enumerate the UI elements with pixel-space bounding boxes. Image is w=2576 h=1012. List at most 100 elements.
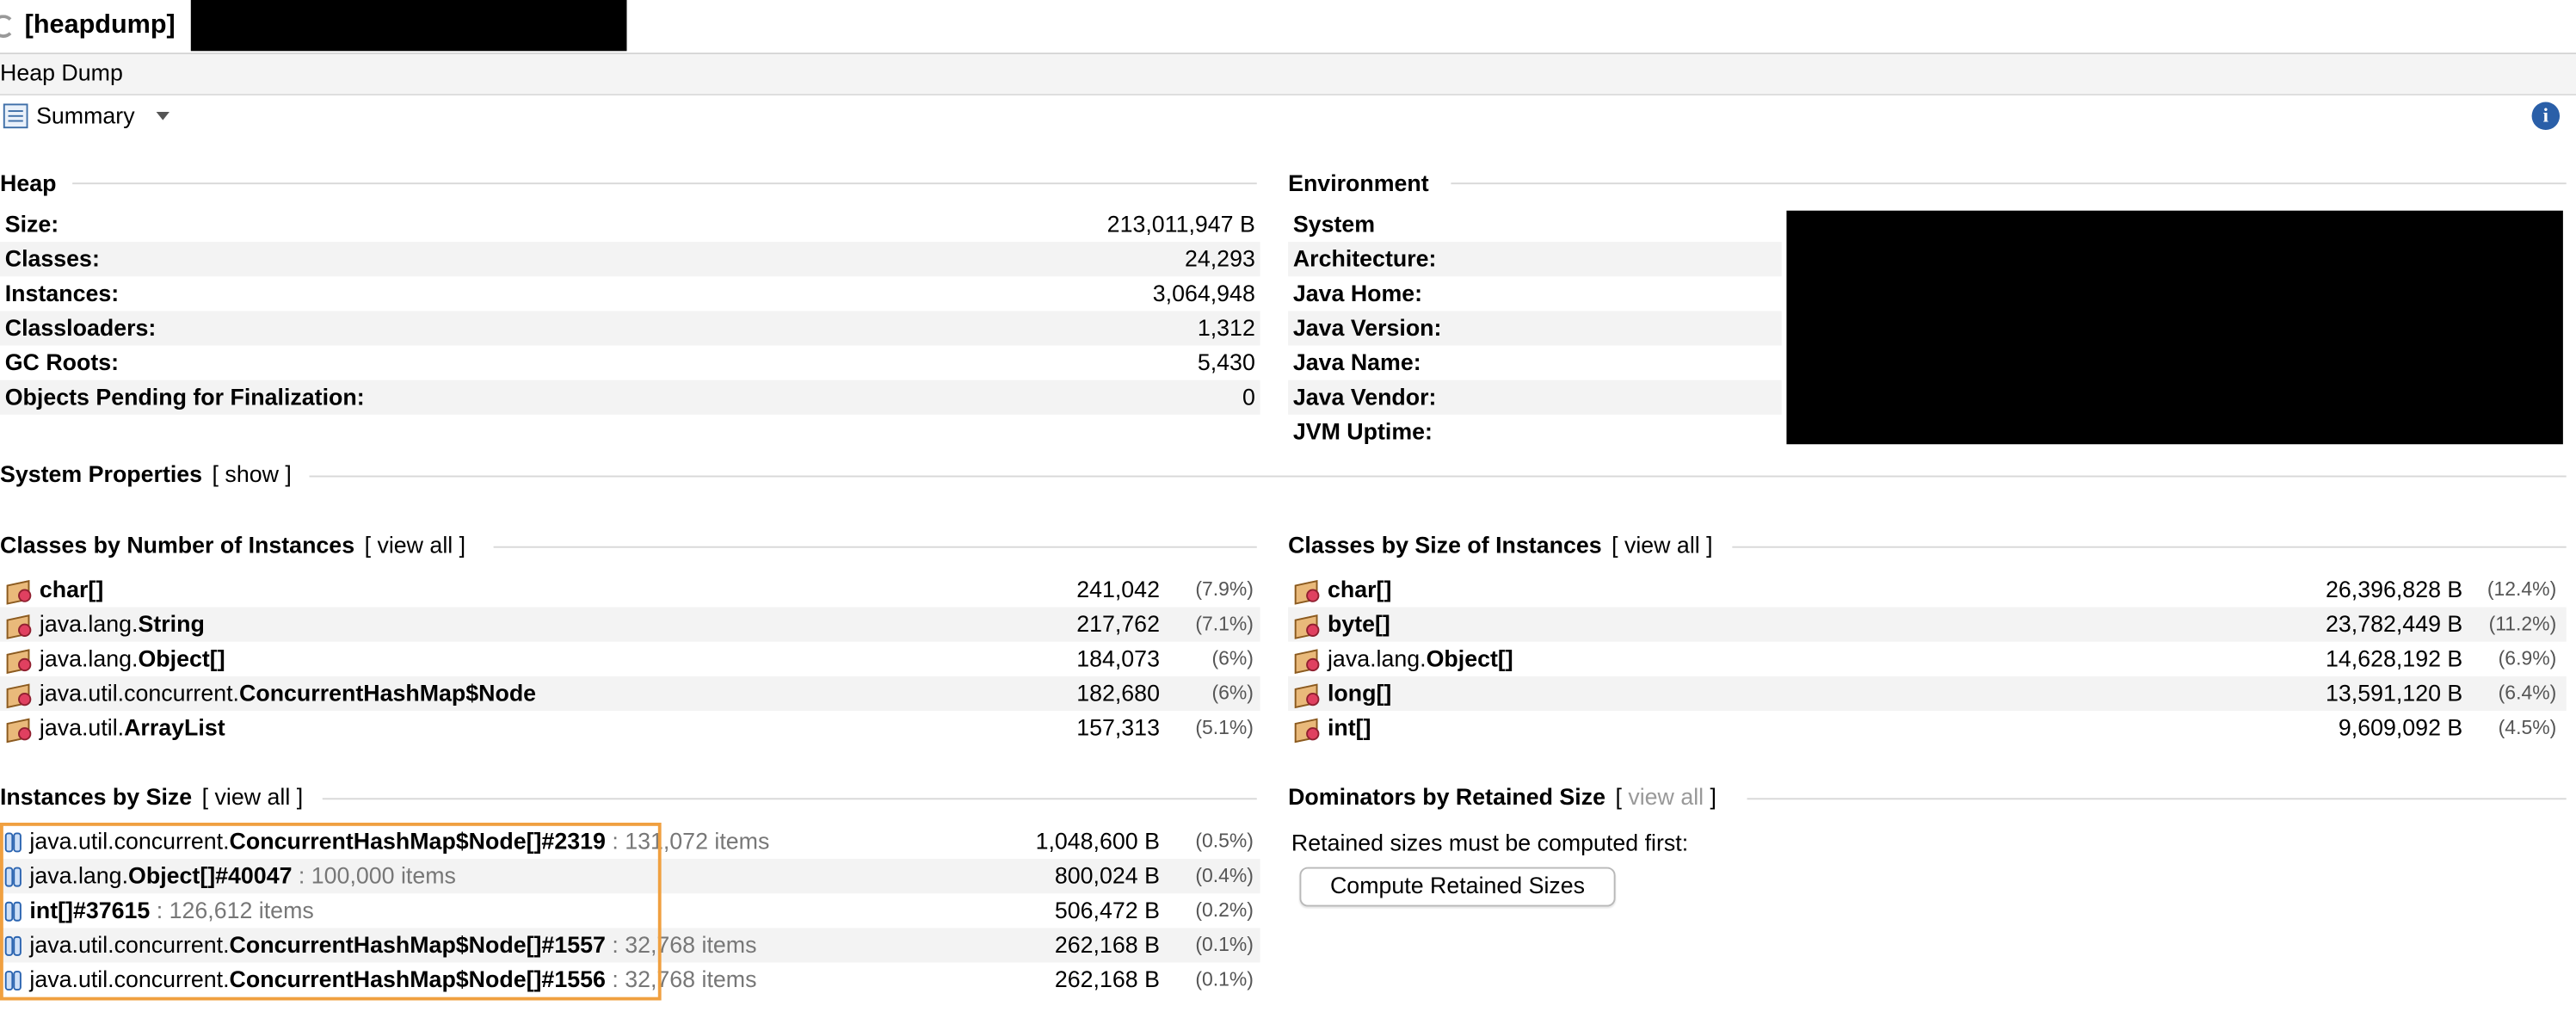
instance-percent: (7.9%): [1195, 577, 1254, 601]
environment-row-label: Java Vendor:: [1292, 383, 1437, 410]
environment-row: Java Home:: [1288, 276, 1782, 311]
classes-by-size-section-title: Classes by Size of Instances [ view all …: [1288, 532, 1713, 558]
size-percent: (11.2%): [2488, 612, 2557, 636]
heapdump-tab[interactable]: [heapdump]: [0, 0, 176, 51]
classes-by-count-section-title: Classes by Number of Instances [ view al…: [0, 532, 465, 558]
size-percent: (12.4%): [2487, 577, 2557, 601]
heap-row-label: GC Roots:: [4, 349, 120, 375]
environment-row-label: JVM Uptime:: [1292, 417, 1433, 445]
instance-size-percent: (0.1%): [1195, 967, 1254, 991]
instance-name-link[interactable]: java.lang.Object[]#40047 : 100,000 items: [29, 861, 456, 889]
classes-by-size-view-all-link[interactable]: [ view all ]: [1612, 531, 1713, 558]
class-name-link[interactable]: byte[]: [1327, 610, 1390, 637]
heap-row: Classloaders: 1,312: [0, 311, 1260, 346]
environment-row: System: [1288, 207, 1782, 242]
array-instance-icon: [4, 901, 22, 922]
instance-name-link[interactable]: java.util.concurrent.ConcurrentHashMap$N…: [29, 931, 757, 958]
environment-row-label: Architecture:: [1292, 244, 1437, 272]
environment-section-title: Environment: [1288, 170, 1429, 196]
class-icon: [1293, 716, 1320, 741]
class-name-link[interactable]: java.lang.String: [39, 610, 205, 637]
class-name-link[interactable]: int[]: [1327, 713, 1371, 741]
heap-row-value: 5,430: [1197, 349, 1255, 375]
instance-row[interactable]: java.util.concurrent.ConcurrentHashMap$N…: [0, 963, 1260, 997]
class-icon: [5, 577, 32, 602]
instance-size: 262,168 B: [1054, 966, 1160, 992]
class-row[interactable]: long[] 13,591,120 B (6.4%): [1288, 676, 2567, 711]
class-name-link[interactable]: java.lang.Object[]: [1327, 645, 1513, 672]
class-row[interactable]: char[] 26,396,828 B (12.4%): [1288, 572, 2567, 607]
chevron-down-icon: [156, 111, 169, 120]
heap-row-value: 1,312: [1197, 314, 1255, 341]
summary-view-icon: [3, 102, 28, 128]
class-name-link[interactable]: char[]: [39, 576, 104, 602]
instance-name-link[interactable]: java.util.concurrent.ConcurrentHashMap$N…: [29, 966, 757, 992]
class-row[interactable]: java.util.ArrayList 157,313 (5.1%): [0, 711, 1260, 745]
dominators-section-title: Dominators by Retained Size [ view all ]: [1288, 783, 1716, 810]
instances-size: 9,609,092 B: [2338, 713, 2463, 741]
heap-row: Classes: 24,293: [0, 242, 1260, 277]
instance-name-link[interactable]: java.util.concurrent.ConcurrentHashMap$N…: [29, 827, 770, 855]
instances-by-size-view-all-link[interactable]: [ view all ]: [201, 783, 304, 810]
environment-row: Java Name:: [1288, 346, 1782, 380]
instance-row[interactable]: java.util.concurrent.ConcurrentHashMap$N…: [0, 824, 1260, 859]
dominators-view-all-link: [ view all ]: [1615, 783, 1716, 810]
environment-row: Java Version:: [1288, 311, 1782, 346]
tab-title: [heapdump]: [24, 10, 176, 39]
compute-retained-sizes-button[interactable]: Compute Retained Sizes: [1299, 867, 1616, 907]
array-instance-icon: [4, 832, 22, 853]
instance-count: 241,042: [1076, 576, 1160, 602]
instance-size: 506,472 B: [1054, 897, 1160, 923]
class-name-link[interactable]: java.util.concurrent.ConcurrentHashMap$N…: [39, 679, 537, 707]
instance-row[interactable]: java.lang.Object[]#40047 : 100,000 items…: [0, 859, 1260, 894]
classes-by-size-title: Classes by Size of Instances: [1288, 531, 1602, 558]
instance-size-percent: (0.2%): [1195, 898, 1254, 922]
heap-row-label: Size:: [4, 210, 59, 238]
instance-count: 182,680: [1076, 679, 1160, 707]
class-row[interactable]: byte[] 23,782,449 B (11.2%): [1288, 607, 2567, 642]
dominators-title: Dominators by Retained Size: [1288, 783, 1605, 810]
instance-percent: (6%): [1211, 646, 1254, 670]
class-row[interactable]: int[] 9,609,092 B (4.5%): [1288, 711, 2567, 745]
class-name-link[interactable]: java.util.ArrayList: [39, 713, 225, 741]
heap-row-value: 24,293: [1184, 244, 1255, 272]
instance-row[interactable]: java.util.concurrent.ConcurrentHashMap$N…: [0, 928, 1260, 963]
array-instance-icon: [4, 935, 22, 956]
class-row[interactable]: java.lang.String 217,762 (7.1%): [0, 607, 1260, 642]
class-icon: [1293, 682, 1320, 707]
instance-percent: (5.1%): [1195, 715, 1254, 739]
class-row[interactable]: java.util.concurrent.ConcurrentHashMap$N…: [0, 676, 1260, 711]
class-name-link[interactable]: char[]: [1327, 576, 1392, 602]
class-icon: [5, 612, 32, 637]
environment-row: Architecture:: [1288, 242, 1782, 277]
instance-name-link[interactable]: int[]#37615 : 126,612 items: [29, 897, 314, 923]
class-name-link[interactable]: long[]: [1327, 679, 1392, 707]
classes-by-count-view-all-link[interactable]: [ view all ]: [364, 531, 466, 558]
class-name-link[interactable]: java.lang.Object[]: [39, 645, 225, 672]
show-system-properties-link[interactable]: [ show ]: [212, 460, 292, 487]
instances-by-size-title: Instances by Size: [0, 783, 193, 810]
instance-items-count: : 100,000 items: [292, 861, 456, 889]
info-icon[interactable]: i: [2531, 102, 2561, 131]
heap-row-label: Classloaders:: [4, 314, 157, 341]
array-instance-icon: [4, 971, 22, 991]
class-row[interactable]: java.lang.Object[] 14,628,192 B (6.9%): [1288, 642, 2567, 676]
instance-items-count: : 126,612 items: [150, 897, 314, 923]
environment-row-label: Java Home:: [1292, 280, 1423, 306]
view-selector-dropdown[interactable]: Summary: [3, 102, 169, 128]
divider: [72, 182, 1257, 185]
heap-dump-subtab[interactable]: Heap Dump: [0, 54, 2576, 96]
instances-size: 26,396,828 B: [2326, 576, 2463, 602]
class-row[interactable]: java.lang.Object[] 184,073 (6%): [0, 642, 1260, 676]
system-properties-title: System Properties: [0, 460, 203, 487]
retained-sizes-note: Retained sizes must be computed first:: [1291, 829, 1689, 856]
system-properties-section-title: System Properties [ show ]: [0, 460, 292, 487]
heap-row: GC Roots: 5,430: [0, 346, 1260, 380]
class-row[interactable]: char[] 241,042 (7.9%): [0, 572, 1260, 607]
view-toolbar: Summary i: [0, 96, 2576, 142]
instance-row[interactable]: int[]#37615 : 126,612 items 506,472 B (0.2…: [0, 893, 1260, 928]
divider: [1732, 546, 2567, 548]
heap-row: Size: 213,011,947 B: [0, 207, 1260, 242]
environment-row-label: Java Version:: [1292, 314, 1442, 341]
divider: [322, 798, 1257, 800]
